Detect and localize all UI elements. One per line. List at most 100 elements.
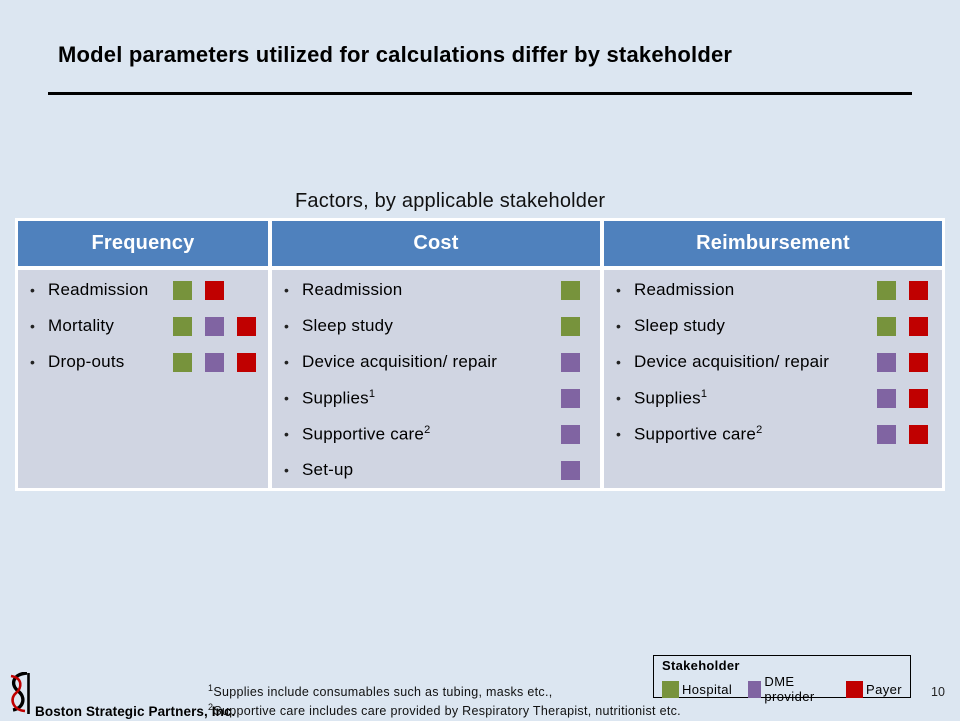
factor-label: Readmission <box>634 280 735 299</box>
footnote-1: 1Supplies include consumables such as tu… <box>208 681 681 700</box>
stakeholder-markers <box>173 352 256 372</box>
factor-label: Mortality <box>48 316 115 335</box>
dme-marker <box>561 388 580 408</box>
page-number: 10 <box>931 685 945 699</box>
stakeholder-markers <box>561 460 580 480</box>
hospital-marker <box>561 316 580 336</box>
factor-item: • Supportive care2 <box>616 416 928 452</box>
stakeholder-markers <box>877 424 928 444</box>
dme-marker <box>877 352 896 372</box>
dme-marker <box>561 460 580 480</box>
factor-item: • Readmission <box>284 272 580 308</box>
stakeholder-markers <box>173 316 256 336</box>
factor-label: Supplies1 <box>302 387 376 408</box>
factors-table: Frequency Cost Reimbursement • Readmissio… <box>15 218 945 491</box>
hospital-marker <box>561 280 580 300</box>
payer-marker <box>909 352 928 372</box>
stakeholder-markers <box>561 424 580 444</box>
dme-marker <box>205 352 224 372</box>
factor-label: Device acquisition/ repair <box>634 352 830 371</box>
payer-marker <box>909 424 928 444</box>
factor-list-cost: • Readmission • Sleep study • Device acquisit… <box>272 270 600 488</box>
legend-items: Hospital DME provider Payer <box>662 674 902 704</box>
factor-list-reimbursement: • Readmission • Sleep study • Device acquisit… <box>604 270 942 488</box>
table-caption: Factors, by applicable stakeholder <box>295 190 606 212</box>
dme-marker <box>205 316 224 336</box>
dme-marker <box>561 352 580 372</box>
factor-label: Supportive care2 <box>302 423 431 444</box>
factor-item: • Set-up <box>284 452 580 488</box>
payer-legend-swatch <box>846 680 864 698</box>
bullet-icon: • <box>30 318 35 334</box>
bullet-icon: • <box>284 462 289 478</box>
slide-title: Model parameters utilized for calculatio… <box>58 42 733 67</box>
dme-legend-swatch <box>748 680 762 698</box>
bullet-icon: • <box>284 354 289 370</box>
title-divider <box>48 92 912 95</box>
stakeholder-markers <box>561 316 580 336</box>
factor-label: Readmission <box>48 280 149 299</box>
bullet-icon: • <box>616 354 621 370</box>
column-header-frequency: Frequency <box>18 221 268 266</box>
factor-item: • Readmission <box>616 272 928 308</box>
stakeholder-markers <box>877 352 928 372</box>
stakeholder-markers <box>877 388 928 408</box>
hospital-marker <box>877 280 896 300</box>
footnote-2-marker: 2 <box>208 702 214 713</box>
factor-item: • Supplies1 <box>616 380 928 416</box>
payer-marker <box>205 280 224 300</box>
stakeholder-markers <box>173 280 256 300</box>
bullet-icon: • <box>284 318 289 334</box>
bullet-icon: • <box>284 426 289 442</box>
factor-label: Sleep study <box>302 316 394 335</box>
factor-item: • Readmission <box>30 272 256 308</box>
stakeholder-markers <box>877 316 928 336</box>
factor-label: Supplies1 <box>634 387 708 408</box>
legend-label: DME provider <box>764 674 815 704</box>
payer-marker <box>237 352 256 372</box>
bullet-icon: • <box>284 390 289 406</box>
footnote-2-text: Supportive care includes care provided b… <box>213 704 681 719</box>
bullet-icon: • <box>616 390 621 406</box>
footnote-1-text: Supplies include consumables such as tub… <box>213 685 553 700</box>
factor-item: • Device acquisition/ repair <box>284 344 580 380</box>
legend-item-dme: DME provider <box>748 674 830 704</box>
bullet-icon: • <box>284 282 289 298</box>
factor-label: Readmission <box>302 280 403 299</box>
legend-label: Payer <box>866 681 902 697</box>
payer-marker <box>909 280 928 300</box>
payer-marker <box>909 388 928 408</box>
factor-label: Device acquisition/ repair <box>302 352 498 371</box>
column-header-reimbursement: Reimbursement <box>604 221 942 266</box>
payer-marker <box>237 316 256 336</box>
payer-marker <box>909 316 928 336</box>
factor-list-frequency: • Readmission • Mortality • Drop-outs <box>18 270 268 488</box>
stakeholder-markers <box>561 352 580 372</box>
factor-item: • Supportive care2 <box>284 416 580 452</box>
hospital-marker <box>877 316 896 336</box>
dme-marker <box>877 424 896 444</box>
factor-item: • Sleep study <box>284 308 580 344</box>
factor-label: Set-up <box>302 460 354 479</box>
bullet-icon: • <box>30 282 35 298</box>
hospital-marker <box>173 352 192 372</box>
legend-item-payer: Payer <box>846 680 902 698</box>
bullet-icon: • <box>616 426 621 442</box>
company-logo: Boston Strategic Partners, Inc. <box>2 671 236 721</box>
footnote-2: 2Supportive care includes care provided … <box>208 700 681 719</box>
stakeholder-markers <box>561 388 580 408</box>
dme-marker <box>877 388 896 408</box>
factor-label: Drop-outs <box>48 352 125 371</box>
bullet-icon: • <box>616 318 621 334</box>
legend-title: Stakeholder <box>662 658 740 673</box>
stakeholder-markers <box>877 280 928 300</box>
hospital-marker <box>173 280 192 300</box>
legend-label: Hospital <box>682 681 733 697</box>
factor-item: • Device acquisition/ repair <box>616 344 928 380</box>
legend-item-hospital: Hospital <box>662 680 733 698</box>
hospital-marker <box>173 316 192 336</box>
factor-item: • Mortality <box>30 308 256 344</box>
footnote-1-marker: 1 <box>208 683 214 693</box>
dme-marker <box>561 424 580 444</box>
company-name: Boston Strategic Partners, Inc. <box>35 704 236 719</box>
